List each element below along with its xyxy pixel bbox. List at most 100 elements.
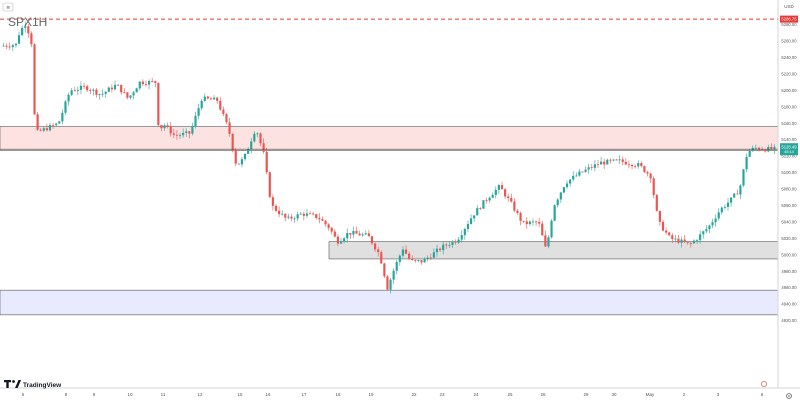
- x-tick-label: 15: [237, 392, 243, 397]
- dashed-level-tag-bg: [780, 15, 798, 23]
- candle-body: [618, 159, 621, 161]
- candle: [79, 81, 83, 95]
- candle-body: [562, 187, 566, 193]
- candle-body: [702, 231, 705, 235]
- candle: [370, 235, 374, 246]
- candle: [760, 146, 764, 151]
- tradingview-logo-dot: [12, 380, 15, 383]
- candle-body: [95, 89, 98, 95]
- tradingview-logo-slash: [15, 380, 22, 388]
- candle-body: [36, 114, 39, 130]
- candle: [739, 184, 742, 200]
- candle: [485, 197, 488, 204]
- candle: [584, 166, 587, 173]
- candle-body: [476, 208, 479, 216]
- candle-body: [429, 257, 432, 259]
- candle: [439, 247, 442, 253]
- y-tick-label: 4940.00: [781, 302, 797, 307]
- menu-icon: ≡: [6, 6, 10, 12]
- candle: [380, 250, 383, 264]
- candle-body: [138, 81, 141, 89]
- x-tick-label: 24: [473, 392, 479, 397]
- candle: [141, 79, 144, 87]
- candle: [33, 42, 36, 116]
- candle-body: [287, 216, 290, 218]
- candle: [259, 132, 262, 147]
- candle: [525, 217, 528, 229]
- candle: [308, 211, 312, 215]
- candle: [349, 232, 352, 239]
- candle-body: [488, 197, 491, 201]
- candle-body: [655, 195, 658, 211]
- candle-body: [101, 93, 104, 95]
- candle-body: [135, 88, 138, 93]
- candle-body: [79, 85, 83, 90]
- candle: [538, 217, 541, 228]
- candle-body: [281, 213, 284, 215]
- candle-body: [417, 260, 420, 261]
- candle: [113, 80, 117, 91]
- candle: [268, 171, 271, 198]
- candle: [247, 147, 250, 154]
- candle-body: [634, 166, 637, 168]
- x-tick-label: 12: [197, 392, 203, 397]
- candle: [627, 160, 631, 169]
- candle-body: [21, 27, 24, 36]
- candle: [5, 43, 8, 50]
- last-price-countdown: 45:14: [784, 150, 794, 154]
- event-marker-icon[interactable]: [761, 381, 767, 387]
- candle: [70, 88, 73, 97]
- candle-body: [333, 231, 336, 237]
- chart-menu-button[interactable]: ≡: [2, 2, 14, 12]
- candle-body: [770, 146, 773, 150]
- candle: [250, 137, 253, 154]
- tradingview-logo[interactable]: TradingView: [3, 380, 62, 389]
- candle-body: [370, 236, 374, 244]
- y-tick-label: 5280.00: [781, 22, 797, 27]
- candle: [104, 91, 107, 98]
- candle: [24, 21, 27, 33]
- candle: [414, 259, 417, 263]
- candle-body: [98, 94, 101, 95]
- candle: [27, 24, 30, 39]
- candle-body: [587, 167, 590, 170]
- candle: [271, 194, 274, 211]
- gear-icon[interactable]: [786, 393, 792, 399]
- candle: [683, 234, 686, 244]
- candle-body: [209, 98, 213, 100]
- candle: [52, 123, 55, 129]
- candle-body: [364, 233, 367, 235]
- candle: [692, 239, 696, 245]
- candle: [615, 158, 618, 161]
- candle-body: [569, 179, 572, 184]
- candle-body: [163, 125, 166, 129]
- candle-body: [284, 213, 287, 218]
- y-tick-label: 5160.00: [781, 121, 797, 126]
- candle: [426, 255, 429, 262]
- candle-body: [504, 189, 507, 197]
- candle: [324, 219, 327, 227]
- candle-body: [414, 260, 417, 261]
- candle: [253, 131, 256, 143]
- candle: [265, 147, 268, 175]
- candle: [197, 103, 200, 120]
- candle-body: [730, 197, 733, 203]
- candle-body: [581, 171, 584, 173]
- candle-body: [64, 101, 67, 113]
- candle: [754, 144, 757, 151]
- candle: [361, 232, 364, 237]
- y-tick-label: 5240.00: [781, 55, 797, 60]
- candle-body: [52, 125, 55, 126]
- tradingview-logo-mark: [3, 380, 11, 388]
- candle-body: [683, 239, 686, 243]
- candle: [64, 99, 67, 115]
- candle-body: [377, 249, 380, 253]
- candle-body: [336, 236, 339, 244]
- candle-body: [197, 108, 200, 116]
- candle: [107, 86, 110, 92]
- candle-body: [296, 214, 299, 219]
- y-tick-label: 5120.00: [781, 154, 797, 159]
